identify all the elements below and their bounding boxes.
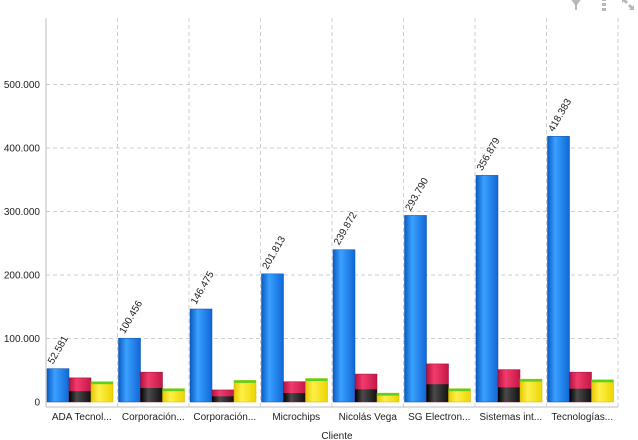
bar xyxy=(261,273,284,403)
bar-top-edge xyxy=(591,379,614,383)
x-tick-label: SG Electron... xyxy=(408,412,470,423)
chart-toolbar xyxy=(538,0,638,14)
bar-top-edge xyxy=(448,388,471,392)
expand-icon[interactable] xyxy=(620,0,636,12)
bar xyxy=(475,175,499,403)
bar-top-edge xyxy=(520,379,542,382)
labels: 0100.000200.000300.000400.000500.00052.5… xyxy=(4,80,613,423)
bar xyxy=(426,384,449,402)
x-tick-label: Microchips xyxy=(272,412,320,423)
bar xyxy=(569,388,592,402)
bars xyxy=(46,136,614,403)
bar xyxy=(212,396,234,402)
data-label: 293.790 xyxy=(404,176,432,213)
bar xyxy=(519,378,543,403)
bar xyxy=(140,388,163,402)
data-label: 418.383 xyxy=(547,97,575,134)
data-label: 100.456 xyxy=(118,299,146,336)
data-label: 201.813 xyxy=(261,234,289,271)
x-tick-label: Sistemas int... xyxy=(479,412,542,423)
x-tick-label: Nicolás Vega xyxy=(339,412,398,423)
bar xyxy=(305,378,328,403)
data-label: 356.879 xyxy=(475,136,503,173)
bar xyxy=(404,215,427,403)
menu-icon[interactable] xyxy=(596,0,612,12)
bar xyxy=(189,308,213,403)
y-tick-label: 500.000 xyxy=(4,80,41,91)
bar xyxy=(591,379,614,403)
bar xyxy=(69,391,91,402)
bar xyxy=(90,381,114,403)
bar-top-edge xyxy=(377,393,399,396)
y-tick-label: 400.000 xyxy=(4,144,41,155)
bar xyxy=(332,249,356,403)
bar-top-edge xyxy=(91,381,113,385)
bar-top-edge xyxy=(305,378,328,382)
bar xyxy=(498,387,520,402)
x-tick-label: Corporación... xyxy=(193,412,256,423)
y-tick-label: 300.000 xyxy=(4,207,41,218)
bar xyxy=(547,136,570,403)
bar xyxy=(118,337,141,403)
bar xyxy=(233,380,257,403)
x-tick-label: Tecnologías... xyxy=(551,412,613,423)
bar xyxy=(355,389,377,402)
bar-top-edge xyxy=(234,380,256,383)
filter-icon[interactable] xyxy=(568,0,584,12)
bar-top-edge xyxy=(162,388,185,392)
y-tick-label: 0 xyxy=(34,398,40,409)
y-tick-label: 200.000 xyxy=(4,271,41,282)
x-axis-title: Cliente xyxy=(321,431,353,440)
bar xyxy=(46,368,70,403)
data-label: 239.872 xyxy=(332,210,360,247)
axes xyxy=(45,18,618,408)
y-tick-label: 100.000 xyxy=(4,334,41,345)
x-tick-label: Corporación... xyxy=(122,412,185,423)
bar xyxy=(283,393,306,402)
x-tick-label: ADA Tecnol... xyxy=(52,412,112,423)
